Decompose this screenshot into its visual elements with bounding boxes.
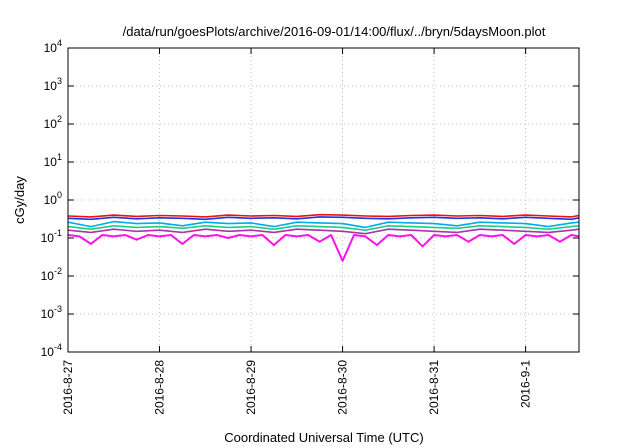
series-line-1 <box>67 213 580 218</box>
x-tick-label: 2016-9-1 <box>519 360 533 408</box>
series-line-3 <box>67 220 580 229</box>
x-tick-label: 2016-8-30 <box>336 360 350 415</box>
series-line-5 <box>67 228 580 235</box>
x-tick-labels: 2016-8-27 2016-8-28 2016-8-29 2016-8-30 2016… <box>61 360 533 415</box>
series-line-4 <box>67 225 580 231</box>
y-tick-label: 100 <box>44 190 62 207</box>
x-tick-label: 2016-8-29 <box>244 360 258 415</box>
y-axis-label: cGy/day <box>12 176 27 224</box>
series-line-6 <box>67 234 580 262</box>
x-tick-label: 2016-8-28 <box>153 360 167 415</box>
y-tick-label: 103 <box>44 76 62 93</box>
y-tick-label: 101 <box>44 152 62 169</box>
series-lines <box>67 213 580 262</box>
y-tick-label: 104 <box>44 38 62 55</box>
grid-lines <box>67 48 579 352</box>
y-tick-label: 102 <box>44 114 62 131</box>
series-line-2 <box>67 216 580 221</box>
plot-frame <box>67 47 580 353</box>
y-tick-label: 10-4 <box>41 342 62 359</box>
y-tick-labels: 10-4 10-3 10-2 10-1 100 101 102 103 104 <box>41 38 62 359</box>
x-axis-label: Coordinated Universal Time (UTC) <box>224 430 423 445</box>
x-tick-label: 2016-8-27 <box>61 360 75 415</box>
chart-title: /data/run/goesPlots/archive/2016-09-01/1… <box>123 24 546 39</box>
x-tick-label: 2016-8-31 <box>427 360 441 415</box>
y-tick-label: 10-3 <box>41 304 62 321</box>
y-tick-label: 10-2 <box>41 266 62 283</box>
y-tick-label: 10-1 <box>41 228 62 245</box>
